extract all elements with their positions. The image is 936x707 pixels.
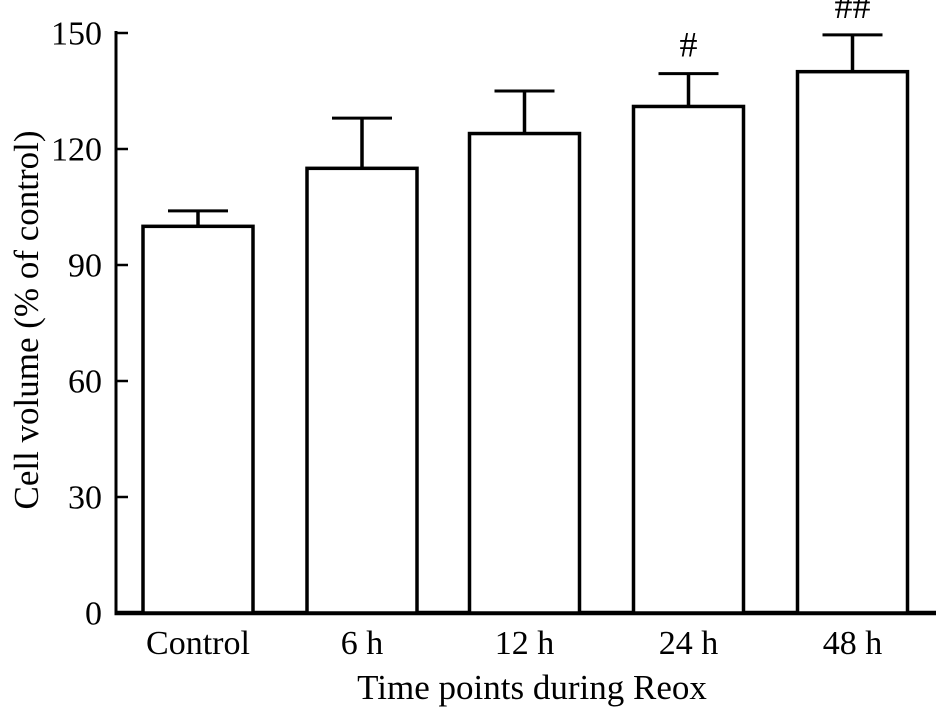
bar	[467, 131, 582, 615]
plot-area: 0 30 60 90 120 150 Control 6 h 12 h 24 h #48 h ##	[51, 0, 936, 662]
y-tick-label: 90	[68, 248, 102, 285]
bar	[795, 69, 910, 615]
bar	[305, 166, 419, 615]
x-category-label: 24 h	[659, 625, 719, 662]
x-category-label: 6 h	[341, 625, 384, 662]
x-category-label: 48 h	[823, 625, 883, 662]
x-category-label: 12 h	[495, 625, 555, 662]
x-category-label: Control	[146, 625, 250, 662]
bar	[631, 104, 746, 615]
x-axis-title: Time points during Reox	[357, 668, 707, 707]
y-tick-label: 120	[51, 132, 102, 169]
bar	[141, 224, 255, 615]
significance-mark: #	[680, 25, 698, 65]
y-tick-label: 30	[68, 480, 102, 517]
y-tick-label: 0	[85, 596, 102, 633]
significance-mark: ##	[835, 0, 871, 26]
y-axis-title: Cell volume (% of control)	[7, 130, 46, 509]
y-tick-label: 60	[68, 364, 102, 401]
y-tick-label: 150	[51, 16, 102, 53]
